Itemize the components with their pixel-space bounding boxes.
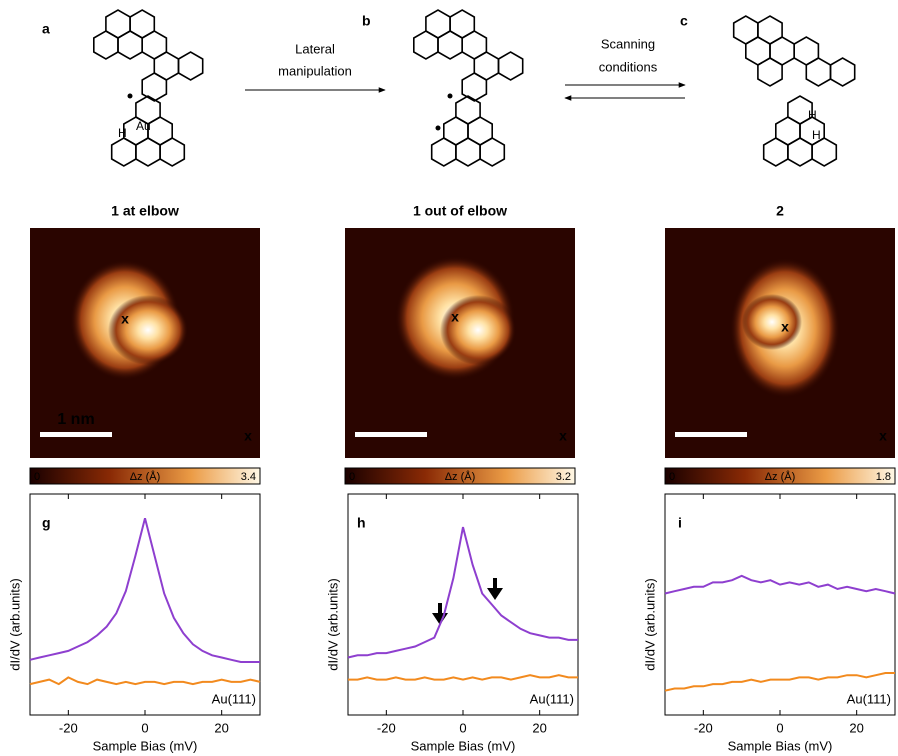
colorbar-max: 1.8 bbox=[876, 471, 891, 483]
image-title: 1 out of elbow bbox=[413, 203, 507, 219]
ring bbox=[764, 138, 788, 166]
ring bbox=[456, 138, 480, 166]
reaction-text: conditions bbox=[599, 59, 658, 74]
ring bbox=[788, 138, 812, 166]
atom-label: H bbox=[808, 108, 817, 122]
stm-feature bbox=[108, 295, 188, 365]
ring bbox=[758, 58, 782, 86]
image-title: 1 at elbow bbox=[111, 203, 179, 219]
image-title: 2 bbox=[776, 203, 784, 219]
ring bbox=[812, 138, 836, 166]
tip-marker: x bbox=[781, 319, 789, 335]
stm-feature bbox=[742, 294, 802, 350]
x-tick-label: 20 bbox=[849, 720, 863, 735]
x-tick-label: 0 bbox=[459, 720, 466, 735]
panel-label: a bbox=[42, 21, 50, 37]
stm-feature bbox=[440, 295, 516, 365]
scale-bar bbox=[40, 432, 112, 437]
reference-marker: x bbox=[559, 428, 567, 444]
panel-label: b bbox=[362, 13, 371, 29]
x-tick-label: -20 bbox=[59, 720, 78, 735]
ring bbox=[160, 138, 184, 166]
tip-marker: x bbox=[121, 311, 129, 327]
reaction-text: manipulation bbox=[278, 63, 352, 78]
x-axis-label: Sample Bias (mV) bbox=[93, 738, 198, 753]
x-tick-label: 20 bbox=[214, 720, 228, 735]
scale-bar bbox=[355, 432, 427, 437]
spectrum-line bbox=[348, 527, 578, 657]
panel-label: h bbox=[357, 515, 366, 531]
colorbar-label: Δz (Å) bbox=[765, 470, 796, 483]
spectrum-line bbox=[30, 518, 260, 662]
figure: Lateral manipulation Scanning conditions… bbox=[0, 0, 898, 756]
colorbar-min: 0 bbox=[349, 471, 355, 483]
ring bbox=[831, 58, 855, 86]
annotation: Au(111) bbox=[530, 691, 574, 706]
ring bbox=[806, 58, 830, 86]
y-axis-label: dI/dV (arb.units) bbox=[642, 578, 657, 671]
reference-marker: x bbox=[879, 428, 887, 444]
spectrum-line bbox=[665, 673, 895, 691]
atom-label: H bbox=[812, 128, 821, 142]
panel-label: i bbox=[678, 515, 682, 531]
feature-arrow bbox=[487, 578, 503, 600]
ring bbox=[438, 31, 462, 59]
reference-marker: x bbox=[244, 428, 252, 444]
spectrum-line bbox=[30, 677, 260, 684]
annotation: Au(111) bbox=[212, 691, 256, 706]
x-tick-label: 0 bbox=[776, 720, 783, 735]
spectrum-line bbox=[348, 675, 578, 679]
reaction-text: Scanning bbox=[601, 36, 655, 51]
ring bbox=[136, 138, 160, 166]
reaction-text: Lateral bbox=[295, 41, 335, 56]
annotation: Au(111) bbox=[847, 691, 891, 706]
radical-dot bbox=[448, 94, 453, 99]
ring bbox=[414, 31, 438, 59]
x-axis-label: Sample Bias (mV) bbox=[411, 738, 516, 753]
colorbar-label: Δz (Å) bbox=[445, 470, 476, 483]
ring bbox=[480, 138, 504, 166]
y-axis-label: dI/dV (arb.units) bbox=[325, 578, 340, 671]
colorbar-min: 0 bbox=[669, 471, 675, 483]
x-tick-label: 20 bbox=[532, 720, 546, 735]
radical-dot bbox=[436, 126, 441, 131]
panel-label: c bbox=[680, 13, 688, 29]
colorbar-max: 3.4 bbox=[241, 471, 256, 483]
colorbar-min: 0 bbox=[34, 471, 40, 483]
x-axis-label: Sample Bias (mV) bbox=[728, 738, 833, 753]
plot-frame bbox=[665, 494, 895, 715]
ring bbox=[179, 52, 203, 80]
scale-label: 1 nm bbox=[57, 411, 94, 428]
panel-label: g bbox=[42, 515, 51, 531]
x-tick-label: -20 bbox=[377, 720, 396, 735]
ring bbox=[432, 138, 456, 166]
spectrum-line bbox=[665, 576, 895, 594]
ring bbox=[112, 138, 136, 166]
scale-bar bbox=[675, 432, 747, 437]
x-tick-label: 0 bbox=[141, 720, 148, 735]
molecules bbox=[94, 10, 855, 166]
atom-label: Au bbox=[136, 119, 151, 133]
colorbar-max: 3.2 bbox=[556, 471, 571, 483]
atom-label: H bbox=[118, 126, 127, 140]
radical-dot bbox=[128, 94, 133, 99]
ring bbox=[118, 31, 142, 59]
ring bbox=[499, 52, 523, 80]
y-axis-label: dI/dV (arb.units) bbox=[7, 578, 22, 671]
ring bbox=[94, 31, 118, 59]
tip-marker: x bbox=[451, 309, 459, 325]
colorbar-label: Δz (Å) bbox=[130, 470, 161, 483]
x-tick-label: -20 bbox=[694, 720, 713, 735]
